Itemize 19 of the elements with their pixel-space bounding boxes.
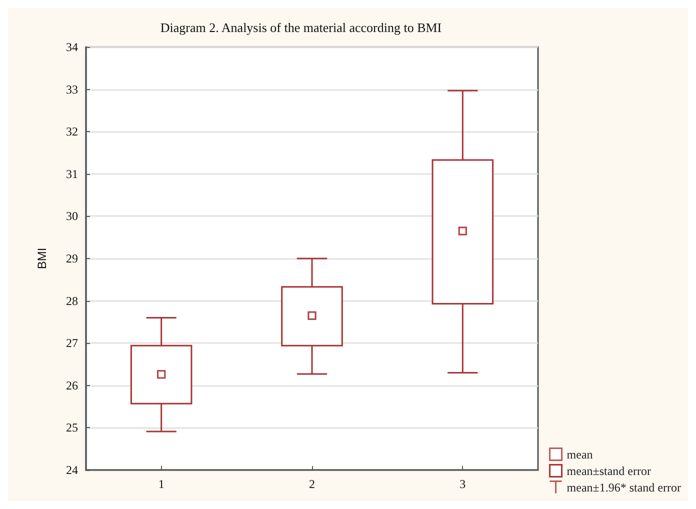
y-tick-label: 27 [66, 336, 78, 350]
y-tick-label: 25 [66, 420, 78, 435]
legend-label: mean±stand error [566, 464, 652, 478]
y-tick-label: 33 [66, 82, 78, 96]
x-tick-label: 3 [460, 477, 466, 491]
y-axis-title: BMI [35, 248, 49, 270]
y-tick-label: 26 [66, 378, 78, 392]
y-tick-label: 32 [66, 124, 78, 139]
y-tick-label: 24 [66, 463, 78, 477]
y-tick-label: 31 [66, 166, 78, 181]
y-tick-label: 34 [66, 40, 78, 54]
legend-label: mean±1.96* stand error [566, 480, 682, 494]
y-tick-label: 28 [66, 294, 78, 308]
chart-title: Diagram 2. Analysis of the material according to BMI [160, 20, 442, 35]
y-tick-label: 30 [66, 209, 78, 224]
x-tick-label: 2 [309, 477, 315, 491]
x-tick-label: 1 [158, 477, 164, 491]
y-tick-label: 29 [66, 252, 78, 266]
legend-label: mean [566, 447, 593, 462]
